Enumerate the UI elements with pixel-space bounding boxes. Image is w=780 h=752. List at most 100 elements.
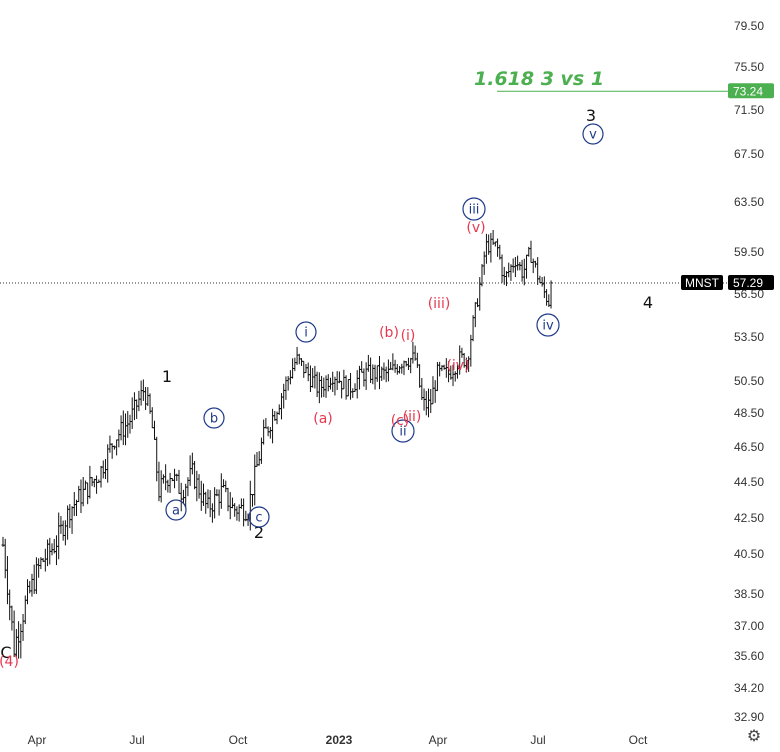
ohlc-bar bbox=[507, 262, 511, 278]
ohlc-bar bbox=[226, 487, 230, 512]
wave-label-text: (4) bbox=[0, 654, 19, 670]
ohlc-bar bbox=[32, 564, 36, 594]
ohlc-bar bbox=[68, 504, 72, 529]
wave-label-text: b bbox=[210, 412, 218, 427]
wave-label: (a) bbox=[313, 411, 333, 427]
wave-label: (i) bbox=[401, 328, 416, 344]
ohlc-bar bbox=[268, 427, 272, 439]
ohlc-bar bbox=[90, 476, 94, 487]
ohlc-bar bbox=[473, 302, 477, 328]
ohlc-bar bbox=[438, 361, 442, 377]
symbol-tag-label: MNST bbox=[685, 276, 720, 290]
y-tick-label: 46.50 bbox=[734, 440, 764, 454]
ohlc-bar bbox=[424, 391, 428, 416]
x-tick-label: 2023 bbox=[326, 733, 353, 747]
ohlc-bar bbox=[484, 233, 488, 264]
ohlc-bar bbox=[420, 378, 424, 401]
ohlc-bar bbox=[222, 479, 226, 488]
ohlc-bar bbox=[224, 480, 228, 493]
x-tick-label: Apr bbox=[429, 733, 448, 747]
wave-label-text: 3 bbox=[586, 106, 596, 125]
ohlc-bar bbox=[295, 346, 299, 365]
ohlc-bar bbox=[545, 289, 549, 306]
ohlc-bar bbox=[117, 429, 121, 448]
wave-label-text: i bbox=[304, 326, 308, 341]
wave-label: v bbox=[582, 123, 604, 145]
ohlc-bar bbox=[77, 485, 81, 503]
ohlc-bar bbox=[340, 380, 344, 399]
ohlc-bar bbox=[315, 371, 319, 398]
ohlc-bar bbox=[262, 419, 266, 445]
ohlc-bar bbox=[230, 497, 234, 509]
fibonacci-target: 1.618 3 vs 1 73.24 bbox=[474, 68, 774, 99]
ohlc-bar bbox=[19, 623, 23, 659]
ohlc-bar bbox=[10, 605, 14, 631]
ohlc-bar bbox=[141, 379, 145, 401]
ohlc-bar bbox=[130, 397, 134, 429]
ohlc-bar bbox=[3, 538, 7, 579]
fib-price-tag-value: 73.24 bbox=[733, 84, 763, 98]
wave-label: 2 bbox=[254, 523, 264, 542]
wave-label: i bbox=[295, 321, 317, 343]
ohlc-bar bbox=[326, 374, 330, 392]
y-tick-label: 75.50 bbox=[734, 60, 764, 74]
ohlc-bar bbox=[306, 362, 310, 382]
ohlc-bar bbox=[75, 499, 79, 516]
ohlc-bar bbox=[179, 482, 183, 512]
gear-icon[interactable]: ⚙ bbox=[746, 726, 762, 745]
last-price-tag bbox=[728, 274, 774, 290]
ohlc-bar bbox=[371, 364, 375, 385]
ohlc-bar bbox=[57, 512, 61, 560]
ohlc-bar bbox=[435, 362, 439, 392]
ohlc-bar bbox=[293, 357, 297, 372]
ohlc-bar bbox=[317, 372, 321, 404]
ohlc-bar bbox=[213, 487, 217, 519]
ohlc-bar bbox=[284, 376, 288, 400]
ohlc-bar bbox=[166, 479, 170, 493]
ohlc-bar bbox=[502, 266, 506, 285]
ohlc-bar bbox=[460, 347, 464, 358]
ohlc-bar bbox=[382, 362, 386, 380]
ohlc-bar bbox=[208, 490, 212, 518]
ohlc-bar bbox=[393, 359, 397, 373]
ohlc-bar bbox=[398, 365, 402, 374]
ohlc-bar bbox=[431, 376, 435, 405]
ohlc-bar bbox=[511, 258, 515, 273]
y-tick-label: 42.50 bbox=[734, 511, 764, 525]
ohlc-bar bbox=[99, 465, 103, 488]
ohlc-bar bbox=[415, 352, 419, 368]
ohlc-bar bbox=[30, 573, 34, 597]
wave-label-text: a bbox=[172, 504, 180, 519]
ohlc-bar bbox=[5, 556, 9, 605]
x-axis: Apr Jul Oct 2023 Apr Jul Oct bbox=[28, 733, 648, 747]
y-tick-label: 71.50 bbox=[734, 103, 764, 117]
ohlc-bar bbox=[66, 505, 70, 540]
wave-label: (b) bbox=[379, 325, 399, 341]
ohlc-bar bbox=[26, 579, 30, 605]
ohlc-bar bbox=[400, 363, 404, 374]
wave-label-text: (c) bbox=[391, 413, 410, 429]
wave-label-text: iii bbox=[469, 203, 480, 218]
wave-label-text: (i) bbox=[401, 328, 416, 344]
y-tick-label: 53.50 bbox=[734, 330, 764, 344]
ohlc-bar bbox=[386, 359, 390, 382]
elliott-wave-labels: 1234Cabciiiiiiivv(4)(a)(b)(c)(i)(ii)(iii… bbox=[0, 106, 653, 670]
ohlc-bar bbox=[106, 444, 110, 483]
ohlc-bar bbox=[308, 365, 312, 393]
wave-label-text: (iii) bbox=[428, 296, 451, 312]
ohlc-bar bbox=[150, 407, 154, 429]
ohlc-bar bbox=[46, 539, 50, 567]
wave-label: (iii) bbox=[428, 296, 451, 312]
ohlc-bar bbox=[331, 371, 335, 393]
fib-price-tag bbox=[728, 83, 774, 99]
ohlc-bar bbox=[101, 460, 105, 479]
ohlc-bar bbox=[433, 380, 437, 403]
ohlc-bar bbox=[219, 473, 223, 509]
ohlc-bar bbox=[251, 494, 255, 507]
ohlc-bar bbox=[536, 257, 540, 285]
ohlc-bar bbox=[518, 261, 522, 271]
ohlc-bar bbox=[322, 377, 326, 398]
ohlc-bar bbox=[34, 557, 38, 594]
ohlc-bar bbox=[489, 232, 493, 263]
